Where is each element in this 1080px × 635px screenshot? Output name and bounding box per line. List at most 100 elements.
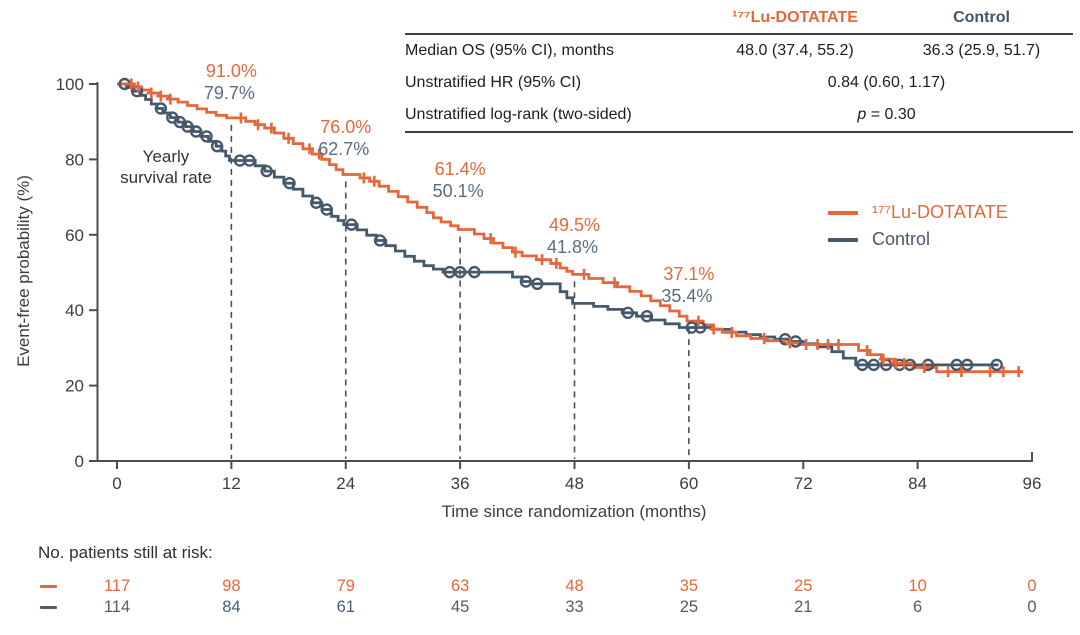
risk-row-swatch-control <box>40 606 57 609</box>
censor-circle-control <box>468 265 481 279</box>
legend-swatch-treatment <box>828 210 858 215</box>
censor-circle-control <box>990 358 1003 372</box>
censor-circle-control <box>856 358 869 372</box>
stats-value-pvalue: p = 0.30 <box>700 106 1073 124</box>
risk-count-treatment-24: 79 <box>336 577 355 595</box>
stats-row-hr: Unstratified HR (95% CI) 0.84 (0.60, 1.1… <box>405 67 1073 99</box>
legend-label-control: Control <box>872 229 931 249</box>
censor-circle-control <box>320 203 333 216</box>
x-tick-label-0: 0 <box>112 474 121 493</box>
legend-swatch-control <box>828 237 858 242</box>
censor-circle-control <box>621 306 635 320</box>
milestone-rate-control-36: 50.1% <box>432 180 484 201</box>
milestone-rate-treatment-24: 76.0% <box>320 117 372 138</box>
y-tick-label-40: 40 <box>65 301 84 320</box>
censor-circle-control <box>283 176 296 190</box>
risk-count-control-84: 6 <box>913 598 923 616</box>
risk-row-swatch-treatment <box>40 585 57 588</box>
risk-table-title: No. patients still at risk: <box>38 543 213 562</box>
censor-circle-control <box>210 140 224 153</box>
stats-row-median-os: Median OS (95% CI), months 48.0 (37.4, 5… <box>405 35 1073 67</box>
censor-circle-control <box>453 265 467 279</box>
risk-count-control-96: 0 <box>1027 598 1037 616</box>
risk-count-treatment-12: 98 <box>222 577 241 595</box>
risk-count-control-24: 61 <box>336 598 355 616</box>
censor-circle-control <box>685 321 698 334</box>
censor-circle-control <box>519 275 533 288</box>
milestone-rate-treatment-36: 61.4% <box>434 158 486 179</box>
milestone-rate-treatment-48: 49.5% <box>548 215 601 236</box>
censor-circle-control <box>373 234 387 247</box>
risk-count-treatment-72: 25 <box>794 577 813 595</box>
milestone-rate-control-48: 41.8% <box>546 237 599 258</box>
y-axis-title: Event-free probability (%) <box>14 175 33 367</box>
legend-item-treatment: ¹⁷⁷Lu-DOTATATE <box>828 199 1008 226</box>
milestone-rate-control-12: 79.7% <box>203 82 255 103</box>
milestone-rate-treatment-12: 91.0% <box>205 60 257 81</box>
censor-circle-control <box>154 102 168 115</box>
risk-count-treatment-48: 48 <box>565 577 584 595</box>
x-tick-label-60: 60 <box>679 474 698 493</box>
yearly-annotation-line2: survival rate <box>120 168 212 187</box>
censor-circle-control <box>310 196 323 209</box>
risk-count-control-72: 21 <box>794 598 813 616</box>
censor-circle-control <box>243 154 256 167</box>
y-tick-label-60: 60 <box>65 226 84 245</box>
x-tick-label-96: 96 <box>1023 474 1042 493</box>
y-tick-label-100: 100 <box>56 75 84 94</box>
milestone-rate-treatment-60: 37.1% <box>663 264 715 285</box>
legend-label-treatment: ¹⁷⁷Lu-DOTATATE <box>872 202 1008 222</box>
y-tick-label-80: 80 <box>65 150 84 169</box>
plot-legend: ¹⁷⁷Lu-DOTATATE Control <box>828 199 1008 253</box>
censor-circle-control <box>960 358 974 372</box>
stats-label-median-os: Median OS (95% CI), months <box>405 42 614 59</box>
stats-value-median-os-treatment: 48.0 (37.4, 55.2) <box>736 42 854 59</box>
censor-circle-control <box>200 130 213 143</box>
x-tick-label-84: 84 <box>908 474 927 493</box>
risk-count-treatment-96: 0 <box>1027 577 1037 595</box>
yearly-survival-rate-annotation: Yearly survival rate <box>120 146 212 188</box>
censor-circle-control <box>694 321 707 334</box>
risk-count-treatment-84: 10 <box>908 577 927 595</box>
milestone-rate-control-60: 35.4% <box>661 286 713 307</box>
risk-count-treatment-36: 63 <box>450 577 470 595</box>
censor-circle-control <box>531 277 544 291</box>
p-symbol: p <box>857 106 867 123</box>
x-axis-title: Time since randomization (months) <box>441 502 707 521</box>
yearly-annotation-line1: Yearly <box>142 147 190 166</box>
risk-count-treatment-0: 117 <box>103 577 131 595</box>
x-tick-label-24: 24 <box>336 474 355 493</box>
risk-count-treatment-60: 35 <box>679 577 699 595</box>
stats-label-hr: Unstratified HR (95% CI) <box>405 74 582 91</box>
censor-circle-control <box>867 358 880 372</box>
survival-curve-treatment <box>117 82 1023 374</box>
stats-value-hr: 0.84 (0.60, 1.17) <box>827 74 946 91</box>
y-tick-label-20: 20 <box>65 377 84 396</box>
censor-circle-control <box>345 218 358 231</box>
censor-circle-control <box>189 125 203 138</box>
risk-count-control-48: 33 <box>565 598 584 616</box>
x-tick-label-12: 12 <box>222 474 241 493</box>
stats-label-logrank: Unstratified log-rank (two-sided) <box>405 106 632 123</box>
censor-circle-control <box>260 164 273 178</box>
stats-header-control: Control <box>953 9 1010 26</box>
p-rest: = 0.30 <box>866 106 916 123</box>
risk-count-control-36: 45 <box>450 598 470 616</box>
stats-row-logrank: Unstratified log-rank (two-sided) p = 0.… <box>405 99 1073 133</box>
risk-count-control-0: 114 <box>103 598 131 616</box>
risk-count-control-12: 84 <box>222 598 241 616</box>
censor-circle-control <box>640 310 654 323</box>
x-tick-label-36: 36 <box>451 474 470 493</box>
stats-value-median-os-control: 36.3 (25.9, 51.7) <box>922 42 1041 59</box>
legend-item-control: Control <box>828 226 1008 253</box>
risk-count-control-60: 25 <box>679 598 699 616</box>
x-tick-label-72: 72 <box>794 474 813 493</box>
milestone-rate-control-24: 62.7% <box>318 139 370 160</box>
stats-header-treatment: ¹⁷⁷Lu-DOTATATE <box>732 9 858 26</box>
x-tick-label-48: 48 <box>565 474 584 493</box>
y-tick-label-0: 0 <box>75 452 84 471</box>
stats-table-header-row: ¹⁷⁷Lu-DOTATATE Control <box>405 3 1073 33</box>
stats-table: ¹⁷⁷Lu-DOTATATE Control Median OS (95% CI… <box>405 3 1073 133</box>
